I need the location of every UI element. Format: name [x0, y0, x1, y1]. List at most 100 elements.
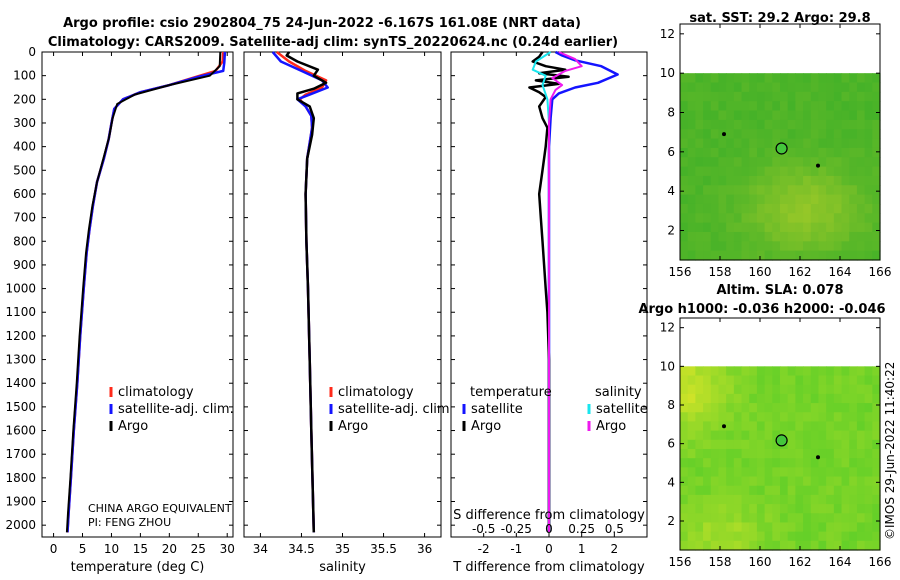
map-cell — [833, 250, 843, 261]
map-cell — [856, 213, 866, 224]
map-cell — [749, 540, 758, 551]
y-tick-label: 2000 — [5, 518, 36, 532]
map-cell — [856, 458, 866, 468]
map-cell — [872, 384, 881, 395]
map-cell — [741, 231, 750, 242]
map-cell — [687, 439, 696, 450]
map-cell — [826, 439, 835, 450]
map-cell — [695, 73, 704, 84]
legend-label: Argo — [471, 419, 501, 434]
map-cell — [726, 241, 735, 252]
map-cell — [749, 467, 758, 478]
y-tick-label: 1700 — [5, 447, 36, 461]
map-cell — [833, 175, 843, 186]
map-cell — [803, 91, 812, 102]
map-cell — [780, 241, 789, 252]
map-cell — [841, 403, 850, 413]
map-cell — [849, 147, 858, 158]
map-cell — [787, 375, 796, 386]
x-tick-label: 20 — [162, 542, 177, 556]
y-tick-label: 4 — [667, 184, 675, 198]
map-cell — [710, 384, 720, 395]
map-cell — [849, 458, 858, 468]
map-frame — [679, 23, 881, 261]
map-cell — [703, 250, 712, 261]
map-cell — [726, 513, 735, 524]
map-cell — [741, 513, 750, 524]
map-cell — [687, 203, 696, 214]
map-cell — [780, 175, 789, 186]
map-cell — [703, 522, 712, 533]
map-cell — [680, 231, 689, 242]
x-tick-label: 158 — [709, 265, 732, 279]
x-tick-label: 30 — [220, 542, 235, 556]
map-cell — [780, 412, 789, 423]
map-cell — [695, 467, 704, 478]
map-cell — [680, 439, 689, 450]
map-cell — [864, 138, 873, 149]
map-cell — [849, 175, 858, 186]
x2-axis-label: S difference from climatology — [453, 508, 645, 523]
map-cell — [718, 522, 727, 533]
map-cell — [687, 119, 696, 130]
map-cell — [749, 203, 758, 214]
map-cell — [810, 430, 820, 441]
map-cell — [764, 119, 773, 130]
map-cell — [818, 448, 827, 459]
map-cell — [780, 73, 789, 84]
map-cell — [710, 430, 720, 441]
map-cell — [756, 110, 766, 121]
map-cell — [741, 393, 750, 404]
map-cell — [795, 250, 804, 261]
map-cell — [749, 384, 758, 395]
map-cell — [741, 531, 750, 542]
map-cell — [710, 82, 720, 93]
map-cell — [710, 439, 720, 450]
map-cell — [803, 439, 812, 450]
map-cell — [756, 166, 766, 177]
map-cell — [803, 129, 812, 140]
map-cell — [687, 129, 696, 140]
map-cell — [710, 467, 720, 478]
map-cell — [695, 421, 704, 432]
map-cell — [680, 73, 689, 84]
map-cell — [872, 439, 881, 450]
map-cell — [703, 185, 712, 196]
map-cell — [856, 157, 866, 168]
map-cell — [703, 194, 712, 205]
map-cell — [749, 250, 758, 261]
map-cell — [787, 403, 796, 413]
map-cell — [818, 531, 827, 542]
map-cell — [833, 110, 843, 121]
map-cell — [810, 540, 820, 551]
map-cell — [856, 250, 866, 261]
profile-location-marker — [775, 434, 788, 447]
map-cell — [833, 403, 843, 413]
map-cell — [872, 222, 881, 233]
map-cell — [733, 494, 743, 505]
map-cell — [795, 222, 804, 233]
map-cell — [703, 384, 712, 395]
map-cell — [772, 467, 781, 478]
map-cell — [710, 531, 720, 542]
map-cell — [833, 476, 843, 487]
legend-title-temperature: temperature — [470, 385, 552, 400]
y-tick-label: 8 — [667, 106, 675, 120]
map-cell — [803, 531, 812, 542]
map-cell — [710, 476, 720, 487]
map-cell — [818, 439, 827, 450]
map-cell — [787, 175, 796, 186]
map-cell — [764, 403, 773, 413]
map-cell — [818, 241, 827, 252]
map-cell — [764, 494, 773, 505]
map-cell — [841, 185, 850, 196]
map-cell — [741, 91, 750, 102]
map-cell — [703, 231, 712, 242]
map-cell — [733, 110, 743, 121]
map-cell — [780, 513, 789, 524]
map-cell — [787, 467, 796, 478]
map-cell — [749, 194, 758, 205]
map-cell — [787, 222, 796, 233]
map-cell — [749, 185, 758, 196]
map-cell — [764, 531, 773, 542]
